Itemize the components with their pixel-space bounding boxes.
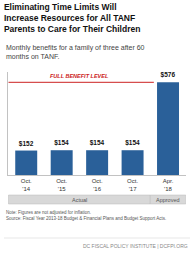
svg-text:$154: $154 xyxy=(90,139,105,147)
svg-text:Apr.'18: Apr.'18 xyxy=(163,178,174,192)
svg-text:DC FISCAL POLICY INSTITUTE | D: DC FISCAL POLICY INSTITUTE | DCFPI.ORG xyxy=(83,243,188,249)
svg-text:$152: $152 xyxy=(19,140,34,148)
svg-text:Actual: Actual xyxy=(72,197,87,203)
svg-text:Approved: Approved xyxy=(156,197,180,203)
svg-text:$154: $154 xyxy=(125,139,140,147)
svg-text:$576: $576 xyxy=(161,71,176,79)
svg-text:Monthly benefits for a family: Monthly benefits for a family of three a… xyxy=(6,44,145,60)
svg-text:$154: $154 xyxy=(54,139,69,147)
svg-text:Oct.'16: Oct.'16 xyxy=(92,178,103,192)
svg-text:Eliminating Time Limits WillIn: Eliminating Time Limits WillIncrease Res… xyxy=(4,2,141,34)
svg-text:Note: Figures are not adjusted: Note: Figures are not adjusted for infla… xyxy=(6,210,166,221)
svg-text:FULL BENEFIT LEVEL: FULL BENEFIT LEVEL xyxy=(50,73,109,79)
svg-text:Oct.'15: Oct.'15 xyxy=(56,178,67,192)
svg-text:Oct.'14: Oct.'14 xyxy=(21,178,32,192)
svg-text:Oct.'17: Oct.'17 xyxy=(127,178,138,192)
